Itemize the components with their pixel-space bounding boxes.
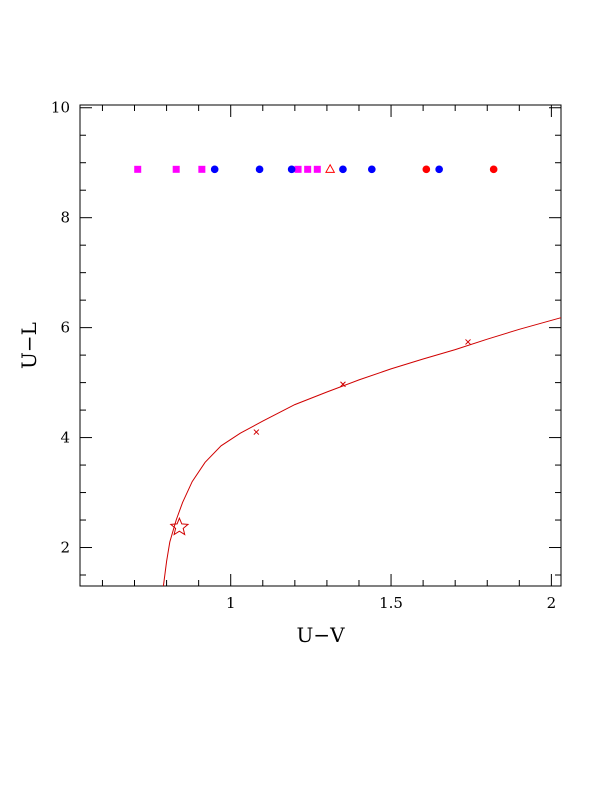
square-point <box>304 165 312 173</box>
x-tick-label: 1 <box>226 594 236 612</box>
circle-point <box>368 165 376 174</box>
square-point <box>294 165 302 173</box>
axis-ticks <box>80 105 561 586</box>
model-curve-line <box>162 317 562 587</box>
curve-x-marker <box>340 381 346 388</box>
circle-point <box>339 165 347 174</box>
y-tick-label: 10 <box>51 99 70 117</box>
circle-point <box>210 165 219 174</box>
square-point <box>134 165 142 173</box>
curve-x-marker-stroke <box>465 339 471 345</box>
y-tick-label: 2 <box>60 539 70 557</box>
x-tick-label: 2 <box>547 594 557 612</box>
y-axis-title: U−L <box>17 322 41 369</box>
x-axis-title: U−V <box>296 623 345 647</box>
y-tick-label: 4 <box>60 429 70 447</box>
x-tick-label: 1.5 <box>379 594 403 612</box>
triangle-point <box>325 163 336 173</box>
tick-labels: 1 1.5 2 2 4 6 8 10 <box>51 99 556 612</box>
circle-point <box>422 165 431 174</box>
circle-point <box>435 165 443 174</box>
y-tick-label: 8 <box>60 209 70 227</box>
square-point <box>313 165 321 173</box>
circle-point <box>489 165 498 174</box>
circle-point <box>287 165 296 174</box>
square-point <box>172 165 180 173</box>
star-marker <box>169 516 190 536</box>
data-points-layer <box>134 163 498 174</box>
circle-point <box>255 165 264 174</box>
y-tick-label: 6 <box>60 319 70 337</box>
model-curve-layer <box>162 317 562 587</box>
curve-x-marker <box>465 339 471 345</box>
curve-x-marker <box>253 429 260 435</box>
curve-x-marker-stroke <box>340 381 346 388</box>
plot-frame <box>79 104 562 587</box>
square-point <box>198 165 206 173</box>
curve-x-marker-stroke <box>253 429 260 435</box>
